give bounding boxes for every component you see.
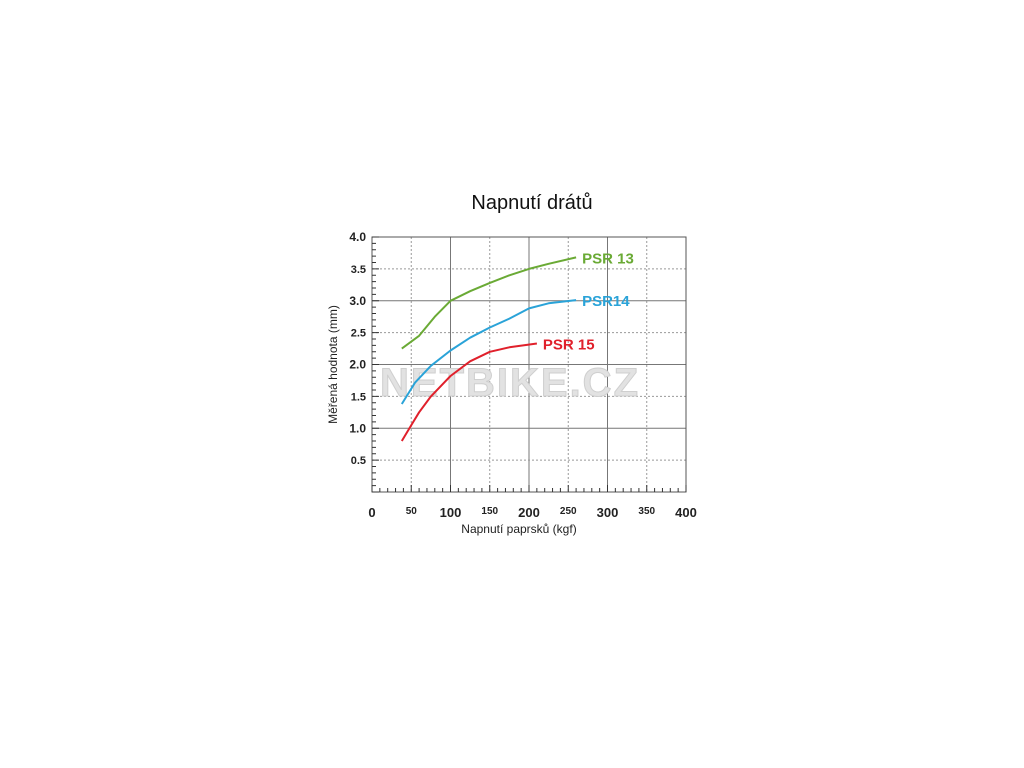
series-line-psr14	[400, 299, 577, 405]
labels: 0 50 100 150 200 250 300 350 400 0.5 1.0 1.5 2.0 2.5 3…	[326, 230, 697, 536]
chart-title: Napnutí drátů	[471, 192, 593, 214]
y-axis-label: Měřená hodnota (mm)	[326, 305, 340, 424]
x-tick-label: 400	[675, 505, 697, 520]
x-axis-label: Napnutí paprsků (kgf)	[461, 522, 576, 536]
y-tick-label: 1.0	[349, 421, 366, 435]
x-tick-label: 0	[368, 505, 375, 520]
series-label-psr14: PSR14	[582, 293, 630, 310]
x-tick-label: 150	[481, 506, 498, 517]
x-tick-label: 350	[638, 506, 655, 517]
y-tick-label: 3.5	[351, 264, 366, 276]
x-tick-label: 100	[440, 505, 462, 520]
y-tick-label: 2.5	[351, 328, 366, 340]
axes	[371, 236, 687, 493]
series-line-psr-13	[401, 256, 577, 350]
x-tick-label: 200	[518, 505, 540, 520]
series-lines	[400, 256, 577, 442]
x-tick-label: 50	[406, 506, 418, 517]
y-tick-label: 1.5	[351, 391, 366, 403]
y-tick-label: 4.0	[349, 230, 366, 244]
y-tick-label: 3.0	[349, 294, 366, 308]
series-label-psr-13: PSR 13	[582, 250, 634, 267]
y-tick-label: 2.0	[349, 358, 366, 372]
x-tick-label: 250	[560, 506, 577, 517]
series-label-psr-15: PSR 15	[543, 336, 595, 353]
x-tick-label: 300	[597, 505, 619, 520]
watermark-text: NETBIKE.CZ	[380, 361, 640, 405]
watermark: NETBIKE.CZ	[380, 361, 640, 406]
series-line-psr-15	[400, 342, 538, 442]
y-tick-label: 0.5	[351, 455, 366, 467]
